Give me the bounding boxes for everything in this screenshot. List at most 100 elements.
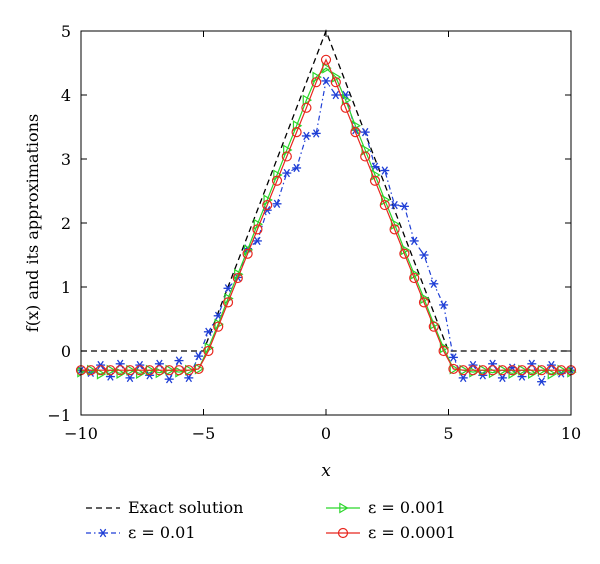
data-point — [360, 151, 371, 162]
data-point — [371, 169, 381, 181]
series-line — [81, 58, 571, 371]
data-point — [145, 371, 155, 380]
series-line — [80, 79, 572, 383]
data-point — [124, 365, 136, 376]
x-tick-label: 0 — [321, 424, 331, 443]
data-point — [556, 365, 567, 376]
data-point — [125, 373, 135, 383]
y-tick-label: 2 — [61, 214, 71, 233]
data-point — [273, 169, 283, 181]
data-point — [213, 321, 224, 332]
data-point — [381, 194, 391, 206]
data-point — [428, 321, 439, 332]
data-point — [252, 236, 262, 246]
data-point — [135, 360, 145, 370]
data-point — [409, 236, 419, 246]
data-point — [301, 102, 312, 113]
data-point — [477, 365, 488, 376]
y-tick-label: 5 — [61, 22, 71, 41]
data-point — [203, 345, 214, 357]
data-point — [144, 365, 155, 376]
data-point — [449, 363, 460, 375]
data-point — [302, 94, 313, 106]
data-point — [194, 351, 204, 361]
legend-entry: ε = 0.001 — [326, 498, 446, 517]
x-tick-label: −10 — [64, 424, 98, 443]
y-tick-label: 3 — [61, 150, 71, 169]
data-point — [507, 365, 518, 376]
data-point — [271, 175, 283, 186]
data-point — [458, 373, 468, 383]
x-tick-label: −5 — [192, 424, 216, 443]
series-layer — [75, 29, 577, 386]
data-point — [526, 365, 537, 376]
data-point — [360, 127, 370, 137]
y-tick-label: 4 — [61, 86, 71, 105]
data-point — [95, 365, 106, 376]
legend-label: ε = 0.01 — [128, 523, 196, 542]
data-point — [546, 360, 556, 370]
data-point — [183, 365, 194, 376]
legend-entry: ε = 0.0001 — [326, 523, 456, 542]
data-point — [262, 199, 273, 211]
data-point — [458, 365, 469, 376]
data-point — [85, 365, 96, 376]
data-point — [340, 102, 351, 113]
data-point — [350, 127, 361, 138]
data-point — [174, 356, 184, 365]
legend-label: ε = 0.001 — [368, 498, 446, 517]
x-tick-label: 5 — [443, 424, 453, 443]
data-point — [478, 371, 488, 380]
data-point — [321, 76, 331, 86]
data-point — [389, 224, 400, 235]
data-point — [468, 360, 478, 370]
plot-frame — [80, 30, 572, 416]
data-point — [448, 363, 459, 375]
legend-marker — [337, 527, 349, 539]
data-point — [380, 166, 390, 175]
legend-entry: Exact solution — [86, 498, 243, 517]
legend-entry: ε = 0.01 — [86, 523, 196, 542]
legend-marker — [98, 528, 108, 538]
data-point — [232, 272, 243, 284]
data-point — [164, 374, 174, 384]
data-point — [96, 360, 106, 370]
data-point — [164, 365, 175, 376]
data-point — [301, 131, 311, 141]
data-point — [184, 373, 194, 383]
x-tick-label: 10 — [561, 424, 581, 443]
data-point — [418, 297, 430, 308]
data-point — [320, 54, 332, 65]
data-point — [399, 202, 409, 211]
data-point — [439, 300, 449, 310]
series-3 — [75, 54, 577, 376]
data-point — [173, 365, 185, 376]
y-tick-label: −1 — [47, 406, 71, 425]
data-point — [272, 199, 282, 208]
legend: Exact solution ε = 0.01 ε = 0.001 ε = 0.000… — [86, 498, 456, 542]
data-point — [223, 284, 233, 293]
data-point — [409, 272, 420, 284]
y-tick-label: 0 — [61, 342, 71, 361]
data-point — [105, 365, 116, 376]
data-point — [390, 200, 400, 210]
series-1 — [76, 76, 576, 386]
data-point — [536, 365, 547, 376]
data-point — [193, 363, 204, 375]
series-2 — [77, 62, 577, 380]
data-point — [341, 90, 351, 100]
data-point — [487, 365, 498, 376]
data-point — [311, 129, 321, 138]
data-point — [379, 199, 390, 211]
data-point — [292, 163, 302, 173]
data-point — [154, 365, 165, 376]
data-point — [429, 279, 439, 288]
data-point — [291, 127, 302, 138]
data-point — [497, 373, 507, 383]
data-point — [281, 151, 292, 162]
data-point — [311, 77, 322, 88]
y-tick-label: 1 — [61, 278, 71, 297]
data-point — [467, 365, 479, 376]
data-point — [516, 365, 528, 376]
